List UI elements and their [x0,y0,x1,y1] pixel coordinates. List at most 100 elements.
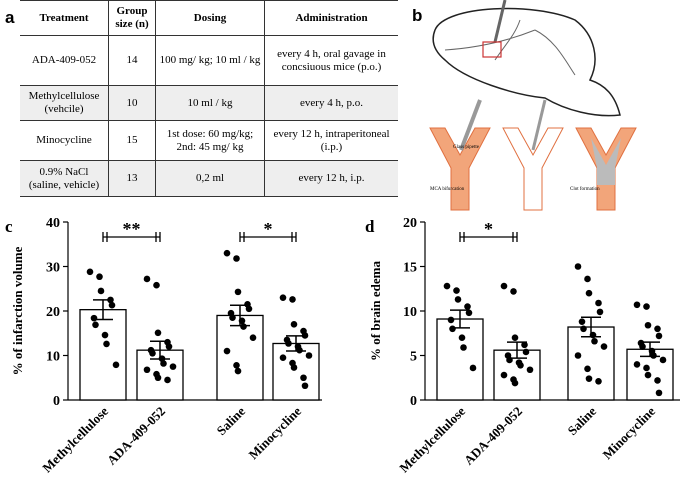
panel-label: d [365,217,375,236]
data-point [169,363,177,370]
data-point [153,281,160,289]
data-point [279,294,287,301]
y-tick-label: 20 [403,216,417,231]
vessel-y-3 [575,127,637,211]
x-tick-label: Methylcellulose [39,403,111,475]
data-point [584,365,591,373]
data-point [223,249,231,257]
y-tick-label: 20 [46,305,60,320]
data-point [500,371,508,379]
cell: 1st dose: 60 mg/kg; 2nd: 45 mg/ kg [155,120,265,161]
data-point [465,309,473,317]
row: 0.9% NaCl (saline, vehicle) 13 0,2 ml every… [20,160,398,197]
data-point [223,347,231,355]
significance-bracket [102,232,161,242]
y-tick-label: 30 [46,261,60,276]
cell: Methylcellulose (vehcile) [20,85,109,121]
mca-diagram: Glass pipette MCA bifurcation Clot forma… [429,0,637,211]
bar [567,326,615,401]
data-point [290,321,298,328]
data-point [447,316,455,324]
data-point [107,296,114,304]
bar [436,318,484,401]
data-point [644,371,652,379]
data-point [290,364,298,371]
data-point [108,301,116,309]
data-point [249,334,257,342]
data-point [443,282,451,290]
data-point [160,360,167,367]
data-point [600,343,608,350]
brain-outline [432,7,621,117]
data-point [654,377,661,384]
x-tick-label: ADA-409-052 [461,404,525,468]
data-point [655,389,663,397]
significance-bracket [239,232,297,242]
cell: 14 [108,35,156,86]
panel-label: a [5,8,15,27]
data-point [143,275,151,283]
cell: 15 [108,120,156,161]
data-point [585,289,593,297]
cell: 13 [108,160,156,197]
data-point [149,349,156,357]
data-point [469,364,477,372]
significance-label: * [264,219,273,239]
data-point [650,352,657,359]
x-tick-label: Minocycline [246,403,305,462]
panel-label: c [5,217,13,236]
x-tick-label: Methylcellulose [396,403,468,475]
data-point [644,321,652,329]
treatment-table: Treatment Group size (n) Dosing Administ… [20,0,398,197]
vessels [444,19,576,76]
data-point [595,299,602,307]
data-point [92,321,99,329]
data-point [301,332,309,339]
significance-bracket [459,232,518,242]
vessel-y-1 [429,99,491,211]
data-point [511,334,519,342]
header-cell: Group size (n) [108,0,156,36]
data-point [240,323,247,330]
cell: 10 [108,85,156,121]
data-point [578,318,586,325]
data-point [101,331,109,339]
data-point [234,288,242,296]
data-point [279,354,287,362]
data-point [521,341,528,349]
row: Minocycline 15 1st dose: 60 mg/kg; 2nd: 45… [20,120,398,161]
data-point [500,282,508,290]
cell: 0.9% NaCl (saline, vehicle) [20,160,109,197]
data-point [305,352,313,359]
y-tick-label: 0 [53,394,60,409]
data-point [633,361,641,368]
data-point [112,361,120,369]
row: Methylcellulose (vehcile) 10 10 ml / kg eve… [20,85,398,121]
data-point [574,352,582,359]
data-point [96,273,103,281]
significance-label: ** [123,219,141,239]
diagram-label: Glass pipette [453,145,480,150]
data-point [229,314,236,321]
data-point [584,275,591,283]
data-point [154,329,162,337]
y-axis-label: % of infarction volume [10,246,25,375]
cell: every 4 h, p.o. [264,85,398,121]
data-point [289,296,296,303]
header-cell: Treatment [20,0,109,36]
data-point [285,340,292,347]
data-point [233,255,240,262]
y-tick-label: 0 [410,394,417,409]
cell: 0,2 ml [155,160,265,197]
highlight-box [482,41,502,58]
data-point [643,303,650,310]
cell: every 12 h, i.p. [264,160,398,197]
data-point [300,374,307,382]
data-point [654,325,661,333]
data-point [659,356,667,364]
data-point [154,374,162,382]
bar [216,314,264,401]
data-point [464,303,471,310]
data-point [296,346,303,354]
